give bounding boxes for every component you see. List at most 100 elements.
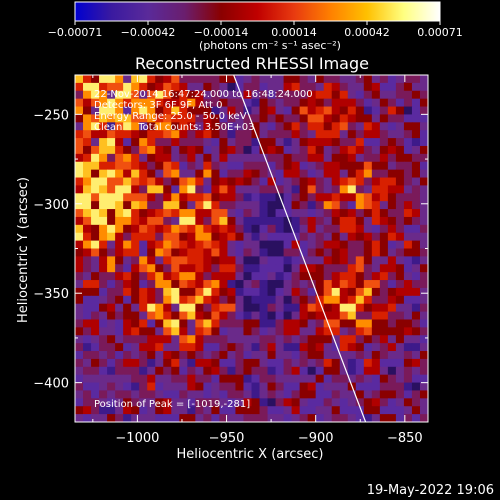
heatmap-cell [195,272,204,281]
heatmap-cell [403,209,413,218]
heatmap-cell [251,295,261,305]
heatmap-cell [211,343,221,352]
heatmap-cell [331,280,341,289]
heatmap-cell [371,272,381,281]
heatmap-cell [275,358,285,368]
heatmap-cell [147,138,156,147]
heatmap-cell [307,406,317,415]
heatmap-cell [387,406,397,415]
heatmap-cell [371,311,381,321]
heatmap-cell [91,335,100,344]
heatmap-cell [187,327,196,336]
heatmap-cell [203,185,212,194]
heatmap-cell [75,390,84,399]
heatmap-cell [275,414,285,422]
heatmap-cell [347,319,357,328]
heatmap-cell [235,272,245,281]
heatmap-cell [155,390,164,399]
heatmap-cell [403,161,413,171]
heatmap-cell [379,224,389,234]
heatmap-cell [155,122,164,131]
heatmap-cell [259,82,269,92]
heatmap-cell [339,224,349,234]
heatmap-cell [347,153,357,163]
heatmap-cell [171,153,180,163]
heatmap-cell [155,130,164,139]
heatmap-cell [179,319,188,328]
heatmap-cell [339,185,349,194]
heatmap-cell [339,406,349,415]
heatmap-cell [147,177,156,187]
heatmap-cell [267,114,277,123]
heatmap-cell [275,272,285,281]
heatmap-cell [331,114,341,123]
heatmap-cell [187,319,196,328]
heatmap-cell [107,75,116,84]
heatmap-cell [363,406,373,415]
heatmap-cell [267,390,277,399]
heatmap-cell [363,311,373,321]
heatmap-cell [339,280,349,289]
heatmap-cell [251,224,261,234]
heatmap-cell [243,358,253,368]
heatmap-cell [395,122,405,131]
heatmap-cell [243,145,253,155]
heatmap-cell [243,374,253,384]
heatmap-cell [395,130,405,139]
heatmap-cell [163,248,172,257]
heatmap-cell [115,145,124,155]
heatmap-cell [187,366,196,376]
heatmap-cell [227,216,237,226]
heatmap-cell [307,224,317,234]
heatmap-cell [363,82,373,92]
heatmap-cell [195,390,204,399]
heatmap-cell [379,256,389,265]
heatmap-cell [139,319,148,328]
heatmap-cell [323,185,333,194]
heatmap-cell [299,264,309,273]
heatmap-cell [219,209,229,218]
heatmap-cell [243,193,253,202]
heatmap-cell [131,287,140,297]
heatmap-cell [211,319,221,328]
heatmap-cell [259,248,269,257]
heatmap-cell [203,240,212,250]
heatmap-cell [315,287,325,297]
heatmap-cell [211,406,221,415]
heatmap-cell [179,193,188,202]
heatmap-cell [267,358,277,368]
heatmap-cell [147,82,156,92]
heatmap-cell [419,327,428,336]
heatmap-cell [195,177,204,187]
solar-limb-line [233,75,367,422]
heatmap-cell [323,406,333,415]
heatmap-cell [115,374,124,384]
heatmap-cell [251,287,261,297]
heatmap-cell [403,98,413,108]
heatmap-cell [171,145,180,155]
heatmap-cell [387,145,397,155]
heatmap-cell [275,280,285,289]
heatmap-cell [291,319,301,328]
heatmap-cell [195,406,204,415]
heatmap-cell [403,390,413,399]
heatmap-cell [411,295,421,305]
heatmap-cell [219,153,229,163]
heatmap-cell [355,153,365,163]
annotation-peak-position: Position of Peak = [-1019,-281] [94,399,250,410]
heatmap-cell [83,272,92,281]
heatmap-cell [187,343,196,352]
heatmap-cell [251,232,261,242]
heatmap-cell [331,264,341,273]
heatmap-cell [107,145,116,155]
heatmap-cell [235,153,245,163]
heatmap-cell [123,216,132,226]
heatmap-cell [195,98,204,108]
heatmap-cell [219,130,229,139]
heatmap-cell [163,319,172,328]
heatmap-cell [387,327,397,336]
heatmap-cell [123,256,132,265]
heatmap-cell [363,390,373,399]
heatmap-cell [403,351,413,360]
heatmap-cell [219,287,229,297]
